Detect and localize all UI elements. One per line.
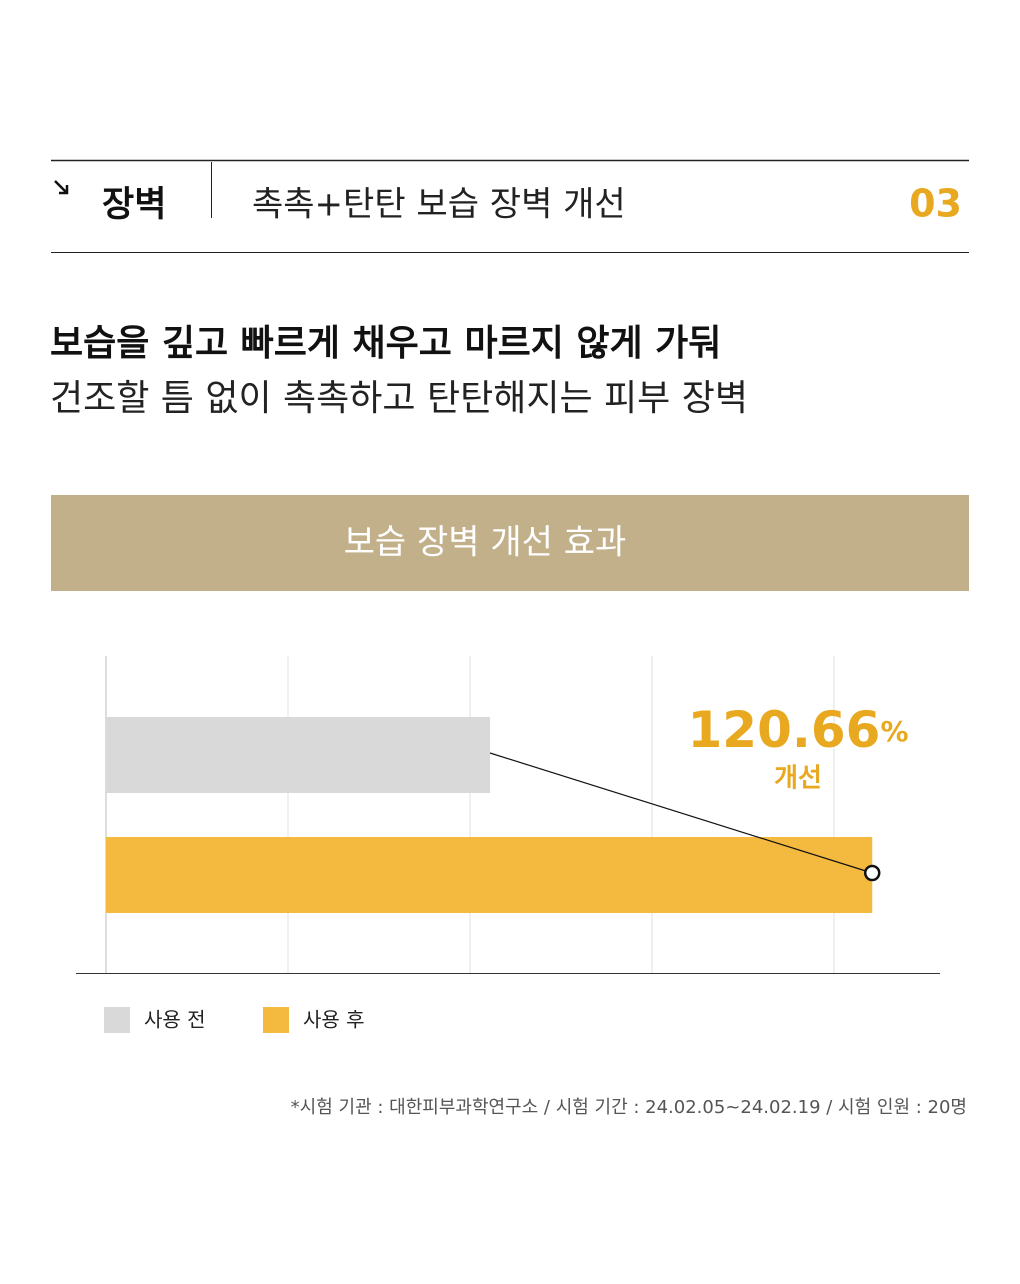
chart-title: 보습 장벽 개선 효과 — [344, 523, 627, 563]
headline: 보습을 깊고 빠르게 채우고 마르지 않게 가둬 — [50, 323, 721, 364]
section-number: 03 — [909, 182, 962, 226]
annotation-unit: % — [880, 715, 908, 748]
annotation-number: 120.66 — [687, 701, 880, 759]
footnote: *시험 기관 : 대한피부과학연구소 / 시험 기간 : 24.02.05~24… — [291, 1097, 967, 1118]
legend-label: 사용 후 — [303, 1008, 365, 1032]
category: 장벽 — [102, 185, 166, 225]
bar — [106, 717, 491, 793]
chart-banner — [51, 495, 969, 591]
subheadline: 건조할 틈 없이 촉촉하고 탄탄해지는 피부 장벽 — [50, 378, 748, 419]
arrow-icon — [54, 180, 69, 195]
legend-swatch — [263, 1007, 289, 1033]
annotation-label: 개선 — [774, 764, 822, 794]
bar — [106, 837, 873, 913]
legend-swatch — [104, 1007, 130, 1033]
legend-label: 사용 전 — [144, 1008, 206, 1032]
connector-line — [489, 752, 873, 874]
annotation-value: 120.66% — [687, 701, 908, 759]
end-point — [863, 864, 881, 882]
header-title: 촉촉+탄탄 보습 장벽 개선 — [252, 185, 626, 225]
